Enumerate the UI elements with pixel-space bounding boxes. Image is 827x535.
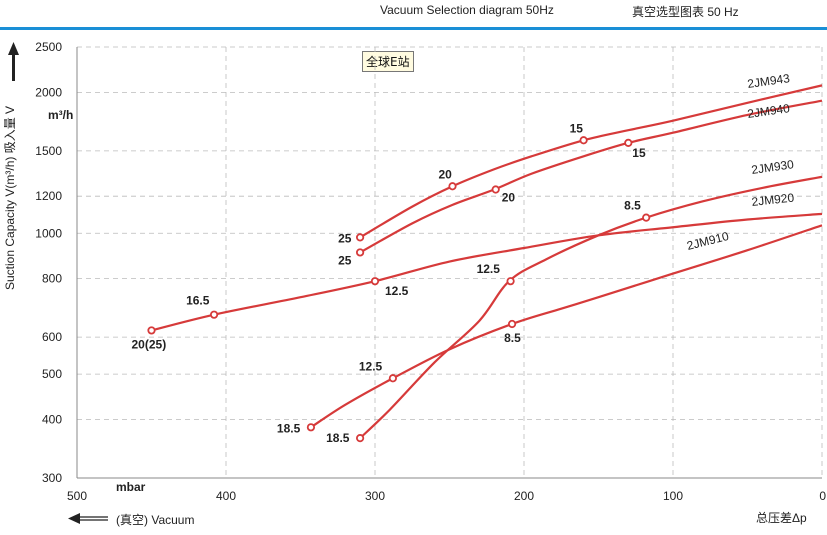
data-point <box>355 434 365 443</box>
y-axis-label: Suction Capacity V(m³/h) 吸入量 V <box>3 106 17 290</box>
point-label: 12.5 <box>477 262 501 276</box>
series-line <box>151 212 823 332</box>
data-point <box>355 233 365 242</box>
point-label: 25 <box>338 253 352 267</box>
series-name-label: 2JM910 <box>685 229 730 253</box>
point-label: 12.5 <box>385 284 409 298</box>
series-name-label: 2JM930 <box>750 157 795 177</box>
y-tick-label: 2000 <box>35 85 62 99</box>
series-2JM940: 25 20 15 2JM940 <box>338 99 823 267</box>
x-tick-label: 300 <box>365 489 385 503</box>
point-label: 20(25) <box>132 337 167 351</box>
arrow-up-icon <box>8 42 19 81</box>
point-label: 12.5 <box>359 359 383 373</box>
series-line <box>359 175 823 439</box>
x-tick-label: 100 <box>663 489 683 503</box>
data-point <box>624 138 633 147</box>
series-line <box>359 99 823 254</box>
x-axis-right-label: 总压差Δp <box>756 511 807 525</box>
data-point <box>388 374 397 383</box>
series-2JM930: 18.5 12.5 8.5 2JM930 <box>326 157 823 445</box>
y-tick-label: 1000 <box>35 226 62 240</box>
axis-text: m³/h mbar (真空) Vacuum 总压差Δp Suction Capa… <box>3 42 807 527</box>
point-label: 20 <box>502 191 516 205</box>
y-tick-label: 1500 <box>35 144 62 158</box>
data-point <box>579 136 588 145</box>
x-tick-label: 500 <box>67 489 87 503</box>
series-line <box>359 84 823 239</box>
point-label: 16.5 <box>186 294 210 308</box>
x-tick-labels: 500 400 300 200 100 0 <box>67 489 826 503</box>
data-point <box>448 182 457 191</box>
y-unit-label: m³/h <box>48 108 73 122</box>
point-label: 20 <box>438 167 452 181</box>
series-name-label: 2JM943 <box>746 71 791 91</box>
x-tick-label: 200 <box>514 489 534 503</box>
y-tick-label: 800 <box>42 272 62 286</box>
y-tick-label: 1200 <box>35 189 62 203</box>
arrow-left-icon <box>68 513 108 524</box>
x-tick-label: 400 <box>216 489 236 503</box>
point-label: 25 <box>338 231 352 245</box>
point-label: 18.5 <box>277 421 301 435</box>
y-tick-label: 2500 <box>35 40 62 54</box>
x-tick-label: 0 <box>819 489 826 503</box>
point-label: 18.5 <box>326 431 350 445</box>
data-point <box>306 423 316 432</box>
chart-title-en: Vacuum Selection diagram 50Hz <box>380 3 554 17</box>
x-axis-label: (真空) Vacuum <box>116 513 194 527</box>
point-label: 8.5 <box>624 199 641 213</box>
point-label: 15 <box>570 121 584 135</box>
series-2JM943: 25 20 15 2JM943 <box>338 71 823 245</box>
y-tick-label: 600 <box>42 330 62 344</box>
series-name-label: 2JM940 <box>746 101 791 121</box>
series-name-label: 2JM920 <box>751 191 795 209</box>
point-label: 8.5 <box>504 331 521 345</box>
x-unit-label: mbar <box>116 480 146 494</box>
axes <box>76 47 822 479</box>
data-point <box>370 277 380 286</box>
data-point <box>355 248 365 257</box>
data-point <box>147 326 156 335</box>
y-tick-label: 300 <box>42 471 62 485</box>
y-tick-label: 400 <box>42 413 62 427</box>
point-label: 15 <box>632 146 646 160</box>
y-tick-labels: 300 400 500 600 800 1000 1200 1500 2000 2500 <box>35 40 62 485</box>
data-point <box>491 185 500 194</box>
header-rule <box>0 27 827 30</box>
data-point <box>507 319 517 329</box>
data-point <box>209 310 219 319</box>
series-2JM920: 20(25) 16.5 12.5 2JM920 <box>132 191 823 351</box>
y-tick-label: 500 <box>42 367 62 381</box>
chart-title-cn: 真空选型图表 50 Hz <box>632 5 739 19</box>
data-point <box>642 213 651 222</box>
series-line <box>310 224 823 429</box>
series-group: 25 20 15 2JM943 25 20 15 2JM940 18.5 12.5 8.5 2JM93… <box>132 71 823 445</box>
data-point <box>506 277 515 286</box>
